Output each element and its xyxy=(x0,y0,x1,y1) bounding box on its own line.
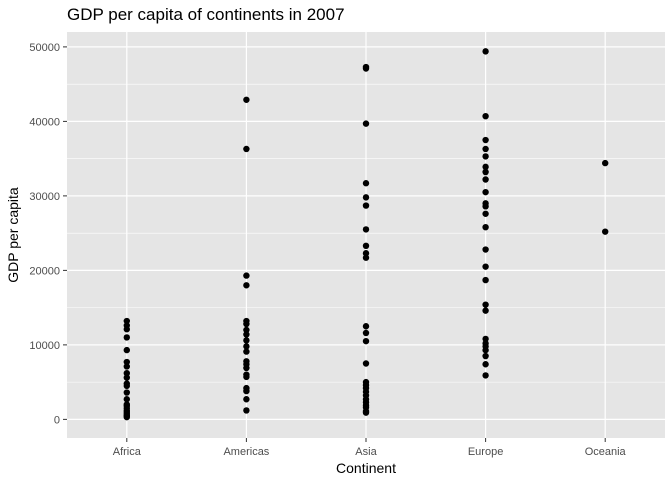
data-point xyxy=(482,335,489,343)
data-point xyxy=(482,301,489,308)
data-point xyxy=(123,346,130,354)
data-point xyxy=(482,361,489,368)
x-axis-title: Continent xyxy=(336,460,396,476)
data-point xyxy=(362,337,370,345)
data-point xyxy=(123,389,130,396)
y-tick-label: 30000 xyxy=(29,191,60,203)
y-axis-ticks: 0 10000 20000 30000 40000 50000 xyxy=(29,42,67,426)
data-point xyxy=(362,254,370,261)
data-point xyxy=(482,136,489,144)
y-tick-label: 50000 xyxy=(29,42,60,54)
data-point xyxy=(123,369,130,377)
data-point xyxy=(243,348,250,355)
data-point xyxy=(362,250,370,257)
data-point xyxy=(123,396,130,403)
data-point xyxy=(123,374,130,381)
data-point xyxy=(243,407,250,414)
data-point xyxy=(362,202,370,209)
data-point xyxy=(362,242,370,250)
data-point xyxy=(243,396,250,403)
y-tick-label: 40000 xyxy=(29,116,60,128)
data-point xyxy=(123,382,130,390)
data-point xyxy=(243,96,250,103)
data-point xyxy=(482,188,489,196)
data-point xyxy=(482,246,489,253)
data-point xyxy=(243,373,250,381)
x-tick-label: Asia xyxy=(355,446,377,458)
data-point xyxy=(243,387,250,395)
data-point xyxy=(482,112,489,120)
data-point xyxy=(482,168,489,176)
y-tick-label: 20000 xyxy=(29,265,60,277)
data-point xyxy=(123,334,130,341)
data-point xyxy=(482,372,489,379)
data-point xyxy=(362,329,370,337)
data-point xyxy=(243,343,250,350)
data-point xyxy=(362,409,370,416)
x-tick-label: Americas xyxy=(223,446,269,458)
data-point xyxy=(123,413,130,421)
data-point xyxy=(482,176,489,183)
data-point xyxy=(482,145,489,153)
data-points xyxy=(123,48,609,421)
data-point xyxy=(243,282,250,289)
data-point xyxy=(482,223,489,231)
data-point xyxy=(362,65,370,72)
data-point xyxy=(362,226,370,233)
data-point xyxy=(123,358,130,366)
data-point xyxy=(482,276,489,284)
data-point xyxy=(482,203,489,210)
data-point xyxy=(362,120,370,127)
data-point xyxy=(243,364,250,372)
data-point xyxy=(482,153,489,160)
x-tick-label: Oceania xyxy=(585,446,627,458)
data-point xyxy=(362,323,370,330)
y-axis-title: GDP per capita xyxy=(5,187,21,283)
y-tick-label: 0 xyxy=(54,414,60,426)
data-point xyxy=(482,48,489,55)
x-axis-ticks: Africa Americas Asia Europe Oceania xyxy=(113,438,627,458)
data-point xyxy=(482,263,489,270)
data-point xyxy=(123,317,130,325)
x-tick-label: Africa xyxy=(113,446,142,458)
data-point xyxy=(243,320,250,328)
data-point xyxy=(243,337,250,344)
x-tick-label: Europe xyxy=(468,446,503,458)
data-point xyxy=(482,352,489,360)
data-point xyxy=(243,331,250,338)
data-point xyxy=(362,360,370,367)
data-point xyxy=(602,228,609,235)
data-point xyxy=(362,180,370,187)
data-point xyxy=(243,272,250,279)
data-point xyxy=(123,326,130,333)
chart-title: GDP per capita of continents in 2007 xyxy=(67,5,345,24)
data-point xyxy=(243,326,250,334)
data-point xyxy=(602,159,609,167)
data-point xyxy=(123,363,130,370)
data-point xyxy=(482,163,489,171)
data-point xyxy=(362,194,370,201)
data-point xyxy=(482,346,489,354)
y-tick-label: 10000 xyxy=(29,340,60,352)
data-point xyxy=(482,210,489,217)
data-point xyxy=(243,145,250,153)
data-point xyxy=(482,307,489,314)
